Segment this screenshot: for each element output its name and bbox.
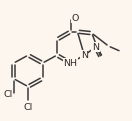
Text: NH: NH <box>64 59 78 68</box>
Text: Cl: Cl <box>23 103 33 112</box>
Text: N: N <box>81 51 88 60</box>
Text: Cl: Cl <box>3 90 12 99</box>
Text: O: O <box>72 14 79 23</box>
Text: N: N <box>92 43 99 52</box>
